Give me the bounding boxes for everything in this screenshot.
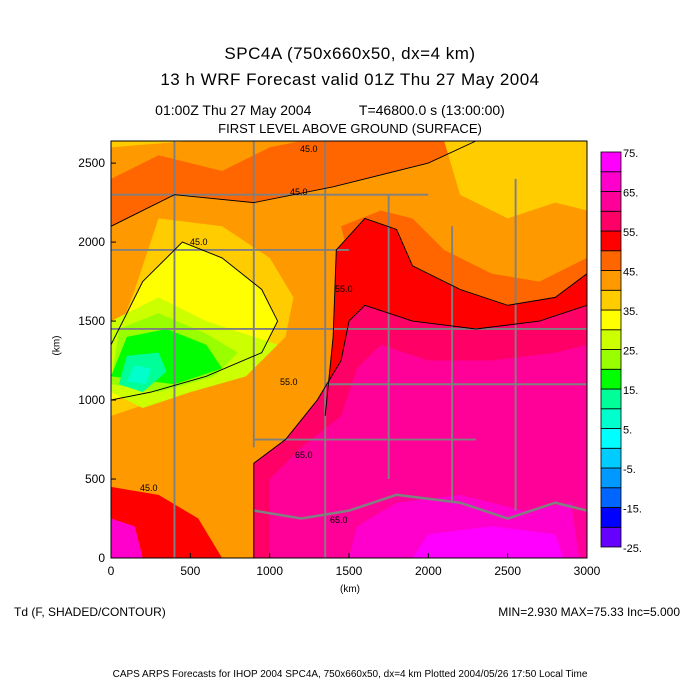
valid-time-left: 01:00Z Thu 27 May 2004 [155,102,312,118]
colorbar-bin [600,526,622,548]
region-60-65 [269,344,587,558]
x-axis-label: (km) [340,584,360,595]
colorbar-bin [600,349,622,370]
field-stats: MIN=2.930 MAX=75.33 Inc=5.000 [498,605,680,619]
map-field [111,141,587,558]
region-35-40-nw [111,141,191,148]
plot-title: SPC4A (750x660x50, dx=4 km) [224,44,476,63]
footer-credit: CAPS ARPS Forecasts for IHOP 2004 SPC4A,… [112,669,588,680]
colorbar-bin [600,487,622,508]
colorbar-label: -15. [623,504,642,516]
state-boundaries [111,141,587,558]
level-label: FIRST LEVEL ABOVE GROUND (SURFACE) [218,121,482,136]
y-axis: 0 500 1000 1500 2000 2500 [78,156,116,565]
contour-label: 65.0 [295,450,313,460]
colorbar-label: -25. [623,543,642,555]
region-50-55-sw [111,486,223,558]
colorbar-label: 45. [623,267,638,279]
colorbar-bin [600,270,622,291]
x-tick-label: 2500 [494,564,521,578]
valid-time-right: T=46800.0 s (13:00:00) [358,102,505,118]
x-tick-label: 500 [180,564,200,578]
colorbar-label: -5. [623,464,636,476]
colorbar-bin [600,447,622,469]
colorbar: -25. -15. -5. 5. 15. 25. 35. 45. 55. 65. 75. [600,148,642,555]
contour-label: 55.0 [335,284,353,294]
colorbar-bin [600,388,622,410]
x-tick-label: 2000 [415,564,442,578]
contour-label: 65.0 [330,515,348,525]
colorbar-label: 5. [623,425,632,437]
variable-label: Td (F, SHADED/CONTOUR) [14,605,166,619]
colorbar-bin [600,329,622,350]
colorbar-bin [600,507,622,528]
colorbar-label: 35. [623,306,638,318]
y-tick-label: 500 [85,472,105,486]
colorbar-bin [600,467,622,489]
contour-label: 45.0 [290,187,308,197]
colorbar-label: 55. [623,227,638,239]
colorbar-bin [600,309,622,331]
x-tick-label: 1500 [336,564,363,578]
y-tick-label: 2500 [78,156,105,170]
colorbar-bin [600,151,622,173]
contour-label: 55.0 [280,377,298,387]
contour-label: 45.0 [190,237,208,247]
colorbar-bin [600,210,622,232]
x-tick-label: 1000 [256,564,283,578]
plot-subtitle: 13 h WRF Forecast valid 01Z Thu 27 May 2… [160,70,540,89]
colorbar-label: 75. [623,148,638,160]
y-tick-label: 0 [98,551,105,565]
y-axis-label: (km) [51,335,63,356]
contour-label: 45.0 [300,144,318,154]
colorbar-bin [600,250,622,271]
x-axis: 0 500 1000 1500 2000 2500 3000 [108,553,601,578]
colorbar-bin [600,368,622,390]
colorbar-bin [600,171,622,192]
colorbar-bin [600,428,622,449]
colorbar-bin [600,408,622,429]
region-65-70-sw [111,518,143,558]
colorbar-bin [600,191,622,212]
region-5-10 [126,365,151,385]
valid-time: 01:00Z Thu 27 May 2004 T=46800.0 s (13:0… [0,102,660,118]
x-tick-label: 3000 [574,564,601,578]
y-tick-label: 2000 [78,235,105,249]
x-tick-label: 0 [108,564,115,578]
y-tick-label: 1000 [78,393,105,407]
colorbar-label: 65. [623,188,638,200]
region-70-75 [412,526,564,558]
colorbar-bin [600,230,622,252]
contour-label: 45.0 [140,483,158,493]
y-tick-label: 1500 [78,314,105,328]
colorbar-bin [600,289,622,311]
contour-lines [111,141,587,558]
colorbar-label: 15. [623,385,638,397]
contour-label-group: 45.0 45.0 45.0 55.0 55.0 65.0 65.0 45.0 [140,144,353,525]
colorbar-label: 25. [623,346,638,358]
